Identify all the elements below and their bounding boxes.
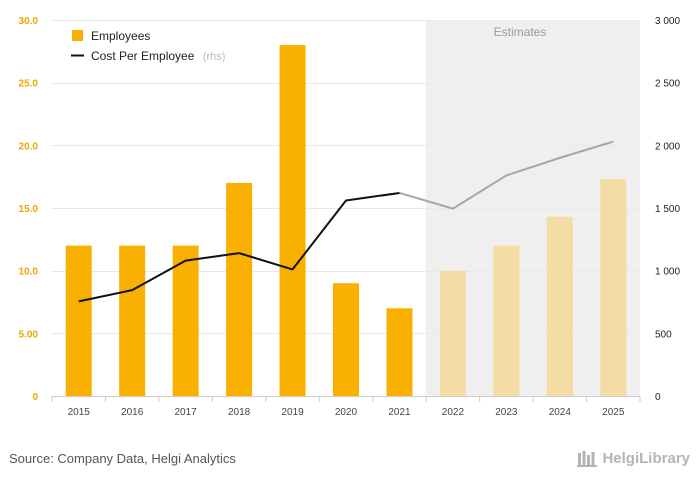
library-icon [577, 451, 598, 467]
bar-employees-2022 [439, 270, 466, 396]
x-tick-label-2021: 2021 [388, 407, 411, 418]
helgi-library-logo: HelgiLibrary [577, 449, 690, 467]
y-right-tick-label: 500 [655, 329, 672, 340]
bar-employees-2021 [386, 308, 413, 396]
legend-label-cost-per-employee: Cost Per Employee (rhs) [91, 47, 225, 64]
bar-employees-2024 [546, 216, 573, 396]
x-tick-label-2018: 2018 [228, 407, 251, 418]
y-right-tick-label: 3 000 [655, 16, 680, 27]
bar-employees-2017 [172, 245, 199, 396]
line-cost-per-employee-estimate [399, 140, 614, 210]
bar-employees-2019 [279, 45, 306, 397]
y-left-tick-label: 10.0 [19, 267, 39, 278]
source-note: Source: Company Data, Helgi Analytics [9, 451, 236, 466]
legend: Employees Cost Per Employee (rhs) [71, 29, 225, 64]
estimates-label: Estimates [494, 25, 547, 39]
chart: 0 5.00 10.0 15.0 20.0 25.0 30.0 0 500 1 000 1 500 2… [19, 16, 681, 418]
y-right-tick-label: 1 500 [655, 204, 680, 215]
line-cost-per-employee-actual [78, 191, 400, 303]
x-tick-label-2015: 2015 [68, 407, 91, 418]
y-left-tick-label: 0 [32, 392, 38, 403]
x-tick-label-2024: 2024 [549, 407, 572, 418]
x-tick-label-2017: 2017 [175, 407, 198, 418]
y-left-tick-label: 25.0 [19, 79, 39, 90]
x-tick-label-2023: 2023 [495, 407, 518, 418]
y-left-tick-label: 15.0 [19, 204, 39, 215]
x-tick-label-2019: 2019 [281, 407, 304, 418]
brand-name: HelgiLibrary [602, 449, 690, 467]
x-tick-label-2025: 2025 [602, 407, 625, 418]
bar-employees-2018 [226, 182, 253, 396]
y-right-tick-label: 0 [655, 392, 661, 403]
y-right-tick-label: 2 000 [655, 141, 680, 152]
bar-employees-2020 [333, 283, 359, 396]
y-left-tick-label: 20.0 [19, 141, 39, 152]
x-tick-label-2022: 2022 [442, 407, 465, 418]
y-right-tick-label: 2 500 [655, 79, 680, 90]
y-right-tick-label: 1 000 [655, 267, 680, 278]
legend-label-employees: Employees [91, 29, 150, 43]
x-tick-label-2016: 2016 [121, 407, 144, 418]
y-left-tick-label: 5.00 [19, 329, 39, 340]
bar-employees-2015 [65, 245, 92, 396]
legend-swatch-employees [72, 30, 83, 41]
x-tick-label-2020: 2020 [335, 407, 358, 418]
bar-employees-2023 [493, 245, 520, 396]
bar-employees-2025 [600, 179, 627, 396]
bar-employees-2016 [119, 245, 146, 396]
y-left-tick-label: 30.0 [19, 16, 39, 27]
